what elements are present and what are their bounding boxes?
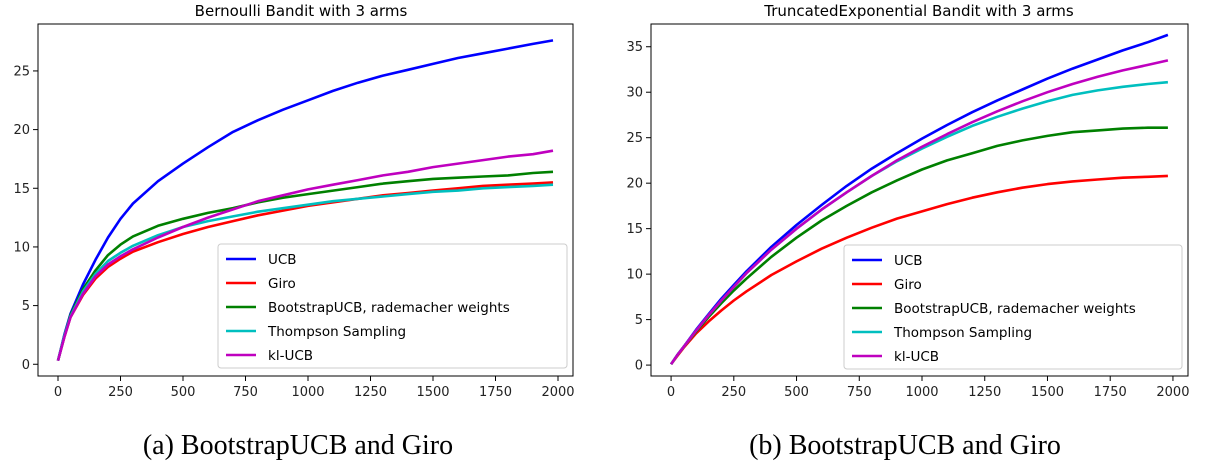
chart-panel-b: TruncatedExponential Bandit with 3 arms … xyxy=(626,2,1189,461)
series-line-giro xyxy=(670,174,1168,365)
y-tick-label: 5 xyxy=(635,313,643,328)
x-tick-label: 1250 xyxy=(354,385,387,400)
x-tick-label: 2000 xyxy=(541,385,574,400)
x-tick-label: 500 xyxy=(784,385,809,400)
legend-label-ucb: UCB xyxy=(268,252,297,268)
y-tick-label: 25 xyxy=(13,64,30,79)
series-line-kl-ucb xyxy=(670,59,1169,365)
series-lines xyxy=(56,39,554,362)
y-tick-label: 5 xyxy=(22,299,30,314)
y-tick-label: 0 xyxy=(635,359,643,374)
chart-title: TruncatedExponential Bandit with 3 arms xyxy=(763,2,1074,20)
y-tick-label: 10 xyxy=(626,268,643,283)
y-axis: 0 5 10 15 20 25 xyxy=(13,64,38,373)
series-line-thompson-sampling xyxy=(56,183,554,362)
figure-caption: (a) BootstrapUCB and Giro xyxy=(143,430,453,461)
x-tick-label: 1500 xyxy=(416,385,449,400)
legend-label-bootstrapucb-rademacher-weights: BootstrapUCB, rademacher weights xyxy=(894,301,1136,317)
legend: UCB Giro BootstrapUCB, rademacher weights T… xyxy=(843,244,1183,370)
legend-label-bootstrapucb-rademacher-weights: BootstrapUCB, rademacher weights xyxy=(268,300,510,316)
legend-label-ucb: UCB xyxy=(894,253,923,269)
y-tick-label: 20 xyxy=(626,177,643,192)
legend-label-kl-ucb: kl-UCB xyxy=(894,349,939,365)
y-tick-label: 15 xyxy=(13,182,30,197)
x-tick-label: 2000 xyxy=(1156,385,1189,400)
plot-frame xyxy=(650,23,1189,377)
y-tick-label: 20 xyxy=(13,123,30,138)
series-line-ucb xyxy=(56,39,554,362)
x-tick-label: 1000 xyxy=(905,385,938,400)
series-lines xyxy=(670,33,1169,365)
x-tick-label: 250 xyxy=(721,385,746,400)
chart-panel-a: Bernoulli Bandit with 3 arms 0510152025 … xyxy=(13,2,574,461)
x-tick-label: 1000 xyxy=(291,385,324,400)
x-tick-label: 500 xyxy=(171,385,196,400)
x-tick-label: 1750 xyxy=(479,385,512,400)
y-tick-label: 30 xyxy=(626,86,643,101)
x-tick-label: 0 xyxy=(667,385,675,400)
x-tick-label: 1250 xyxy=(968,385,1001,400)
plot-frame xyxy=(37,23,574,377)
figure-caption: (b) BootstrapUCB and Giro xyxy=(749,430,1061,461)
legend: UCB Giro BootstrapUCB, rademacher weights T… xyxy=(217,243,568,369)
series-line-kl-ucb xyxy=(56,149,554,362)
x-axis: 0 250 500 750 1000 1250 1500 1750 2000 xyxy=(54,376,575,400)
y-tick-label: 10 xyxy=(13,240,30,255)
legend-label-kl-ucb: kl-UCB xyxy=(268,348,313,364)
legend-label-thompson-sampling: Thompson Sampling xyxy=(893,325,1032,341)
y-axis: 0 5 10 15 20 25 30 35 xyxy=(626,40,651,374)
y-tick-label: 25 xyxy=(626,131,643,146)
x-tick-label: 250 xyxy=(108,385,133,400)
x-tick-label: 1500 xyxy=(1031,385,1064,400)
chart-title: Bernoulli Bandit with 3 arms xyxy=(195,2,408,20)
y-tick-label: 35 xyxy=(626,40,643,55)
legend-label-giro: Giro xyxy=(268,276,296,292)
x-tick-label: 750 xyxy=(233,385,258,400)
y-tick-label: 0 xyxy=(22,358,30,373)
legend-box xyxy=(843,244,1183,370)
legend-label-giro: Giro xyxy=(894,277,922,293)
x-axis: 0 250 500 750 1000 1250 1500 1750 2000 xyxy=(667,376,1189,400)
x-tick-label: 0 xyxy=(54,385,62,400)
series-line-giro xyxy=(56,181,554,362)
legend-box xyxy=(217,243,568,369)
legend-label-thompson-sampling: Thompson Sampling xyxy=(267,324,406,340)
x-tick-label: 1750 xyxy=(1094,385,1127,400)
x-tick-label: 750 xyxy=(847,385,872,400)
y-tick-label: 15 xyxy=(626,222,643,237)
